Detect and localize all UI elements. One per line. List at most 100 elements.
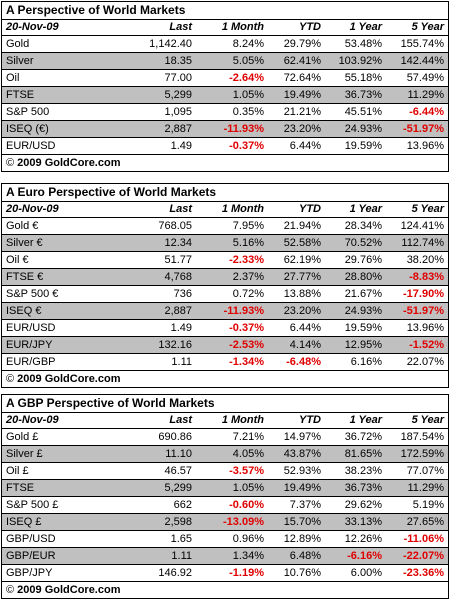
value-cell: 21.94% [283,220,321,232]
value-cell: 155.74% [400,38,444,50]
value-cell: 1.49 [170,322,192,334]
value-cell: 0.35% [232,106,264,118]
value-cell: 55.18% [344,72,382,84]
copyright-footer: © 2009 GoldCore.com [2,155,448,171]
value-cell: 736 [173,288,192,300]
date-header: 20-Nov-09 [6,21,59,33]
value-cell: -6.16% [347,550,382,562]
value-cell: -11.93% [223,305,264,317]
value-cell: 5.16% [232,237,264,249]
value-cell: 29.76% [344,254,382,266]
row-label: FTSE [6,482,35,494]
value-cell: -1.52% [409,339,444,351]
value-cell: 38.20% [406,254,444,266]
value-cell: 52.58% [283,237,321,249]
value-cell: 2,887 [164,305,192,317]
value-cell: 13.96% [406,140,444,152]
value-cell: 46.57 [164,465,192,477]
value-cell: -11.06% [403,533,444,545]
value-cell: 11.10 [165,448,192,460]
value-cell: 18.35 [164,55,192,67]
value-cell: 19.49% [283,482,321,494]
value-cell: 70.52% [344,237,382,249]
copyright-footer: © 2009 GoldCore.com [2,582,448,598]
row-label: Oil [6,72,20,84]
table-row: EUR/USD 1.49 -0.37% 6.44% 19.59% 13.96% [2,138,448,155]
copyright-text: 2009 GoldCore.com [17,584,121,596]
column-header: 1 Year [349,414,382,426]
value-cell: 146.92 [158,567,192,579]
column-header: 1 Month [221,203,264,215]
value-cell: 12.34 [164,237,192,249]
table-row: Silver € 12.34 5.16% 52.58% 70.52% 112.74% [2,235,448,252]
copyright-text: 2009 GoldCore.com [17,157,121,169]
value-cell: 112.74% [401,237,444,249]
value-cell: 5,299 [164,482,192,494]
value-cell: 23.20% [283,123,321,135]
value-cell: 28.80% [344,271,382,283]
column-header: YTD [299,21,321,33]
value-cell: 12.95% [344,339,382,351]
value-cell: 1.11 [171,550,192,562]
value-cell: 7.37% [289,499,321,511]
value-cell: -0.37% [229,140,264,152]
value-cell: 7.21% [232,431,264,443]
row-label: ISEQ € [6,305,42,317]
value-cell: 36.73% [344,89,382,101]
column-header: 1 Year [349,203,382,215]
table-row: ISEQ € 2,887 -11.93% 23.20% 24.93% -51.97% [2,303,448,320]
column-header: 1 Month [221,414,264,426]
market-panel: A Perspective of World Markets 20-Nov-09 L… [1,1,449,172]
value-cell: -0.60% [229,499,264,511]
value-cell: 19.59% [344,140,382,152]
table-row: Oil € 51.77 -2.33% 62.19% 29.76% 38.20% [2,252,448,269]
header-row: 20-Nov-09 Last 1 Month YTD 1 Year 5 Year [2,20,448,36]
table-row: GBP/EUR 1.11 1.34% 6.48% -6.16% -22.07% [2,548,448,565]
table-row: FTSE 5,299 1.05% 19.49% 36.73% 11.29% [2,87,448,104]
value-cell: 57.49% [406,72,444,84]
row-label: FTSE € [6,271,44,283]
table-row: Gold € 768.05 7.95% 21.94% 28.34% 124.41% [2,218,448,235]
row-label: S&P 500 £ [6,499,59,511]
value-cell: 14.97% [283,431,321,443]
row-label: EUR/JPY [6,339,53,351]
row-label: Silver € [6,237,43,249]
value-cell: -2.64% [229,72,264,84]
value-cell: 187.54% [400,431,444,443]
value-cell: 4.14% [289,339,321,351]
row-label: EUR/GBP [6,356,56,368]
table-row: S&P 500 € 736 0.72% 13.88% 21.67% -17.90% [2,286,448,303]
row-label: Oil £ [6,465,29,477]
value-cell: 2,598 [164,516,192,528]
value-cell: -6.48% [286,356,321,368]
value-cell: -1.19% [229,567,264,579]
row-label: S&P 500 [6,106,50,118]
row-label: S&P 500 € [6,288,59,300]
value-cell: 12.26% [344,533,382,545]
panel-title: A GBP Perspective of World Markets [2,395,448,413]
table-row: FTSE 5,299 1.05% 19.49% 36.73% 11.29% [2,480,448,497]
value-cell: 6.00% [350,567,382,579]
value-cell: 77.07% [406,465,444,477]
value-cell: 15.70% [283,516,321,528]
value-cell: 103.92% [338,55,382,67]
value-cell: 29.79% [283,38,321,50]
value-cell: -2.33% [229,254,264,266]
copyright-symbol: © [6,584,15,596]
header-row: 20-Nov-09 Last 1 Month YTD 1 Year 5 Year [2,413,448,429]
row-label: Silver [6,55,34,67]
column-header: 5 Year [411,203,444,215]
value-cell: 45.51% [344,106,382,118]
value-cell: 768.05 [158,220,192,232]
value-cell: 0.96% [232,533,264,545]
value-cell: 662 [173,499,192,511]
value-cell: 52.93% [283,465,321,477]
value-cell: 19.49% [283,89,321,101]
value-cell: 29.62% [344,499,382,511]
value-cell: 28.34% [344,220,382,232]
value-cell: 13.88% [283,288,321,300]
value-cell: 1,142.40 [149,38,192,50]
row-label: Oil € [6,254,29,266]
value-cell: 172.59% [400,448,444,460]
table-row: EUR/USD 1.49 -0.37% 6.44% 19.59% 13.96% [2,320,448,337]
